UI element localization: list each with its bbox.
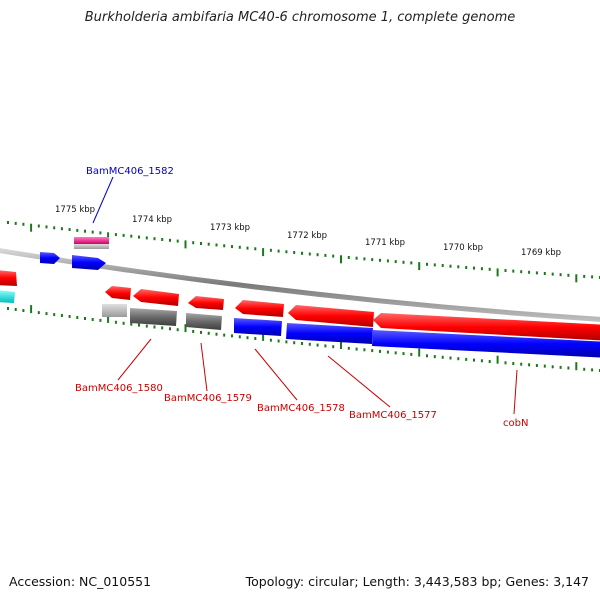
tick-label: 1773 kbp — [210, 223, 250, 233]
leader-line — [513, 369, 518, 415]
gene-feature[interactable] — [0, 290, 15, 303]
pseudogene-feature[interactable] — [102, 304, 127, 317]
gene-label[interactable]: BamMC406_1578 — [257, 403, 345, 414]
map-title: Burkholderia ambifaria MC40-6 chromosome… — [84, 10, 516, 25]
gene-feature[interactable] — [373, 313, 600, 341]
tick-label: 1771 kbp — [365, 238, 405, 248]
gene-label[interactable]: cobN — [503, 418, 528, 429]
leader-line — [92, 176, 114, 224]
rna-feature[interactable] — [74, 244, 109, 249]
rna-feature[interactable] — [74, 237, 109, 244]
reverse-strand-genes — [102, 286, 600, 358]
gene-labels: BamMC406_1582 BamMC406_1580 BamMC406_157… — [75, 166, 528, 429]
forward-strand-genes — [0, 237, 109, 303]
tick-label: 1770 kbp — [443, 243, 483, 253]
gene-feature[interactable] — [234, 318, 282, 336]
tick-label: 1775 kbp — [55, 205, 95, 215]
gene-feature[interactable] — [286, 323, 373, 344]
tick-label: 1769 kbp — [521, 248, 561, 258]
gene-feature[interactable] — [288, 305, 374, 327]
pseudogene-feature[interactable] — [186, 313, 222, 330]
leader-line — [327, 355, 391, 408]
gene-feature[interactable] — [0, 270, 17, 286]
tick-labels: 1775 kbp 1774 kbp 1773 kbp 1772 kbp 1771… — [55, 205, 561, 258]
gene-label[interactable]: BamMC406_1577 — [349, 410, 437, 421]
gene-label[interactable]: BamMC406_1579 — [164, 393, 252, 404]
tick-label: 1772 kbp — [287, 231, 327, 241]
gene-feature[interactable] — [105, 286, 131, 300]
label-leaders — [92, 176, 518, 415]
gene-feature[interactable] — [188, 296, 224, 310]
leader-line — [200, 342, 208, 392]
gene-feature[interactable] — [133, 289, 179, 306]
leader-line — [117, 338, 152, 381]
gene-feature[interactable] — [40, 252, 60, 264]
gene-feature[interactable] — [372, 330, 600, 358]
tick-label: 1774 kbp — [132, 215, 172, 225]
accession-text: Accession: NC_010551 — [9, 574, 152, 589]
gene-label[interactable]: BamMC406_1580 — [75, 383, 163, 394]
genome-summary-text: Topology: circular; Length: 3,443,583 bp… — [245, 574, 589, 589]
gene-feature[interactable] — [72, 255, 106, 270]
gene-label[interactable]: BamMC406_1582 — [86, 166, 174, 177]
pseudogene-feature[interactable] — [130, 308, 177, 326]
tick-marks-outer — [7, 221, 600, 283]
gene-feature[interactable] — [235, 300, 284, 317]
leader-line — [254, 348, 298, 401]
tick-marks-inner — [7, 305, 600, 372]
